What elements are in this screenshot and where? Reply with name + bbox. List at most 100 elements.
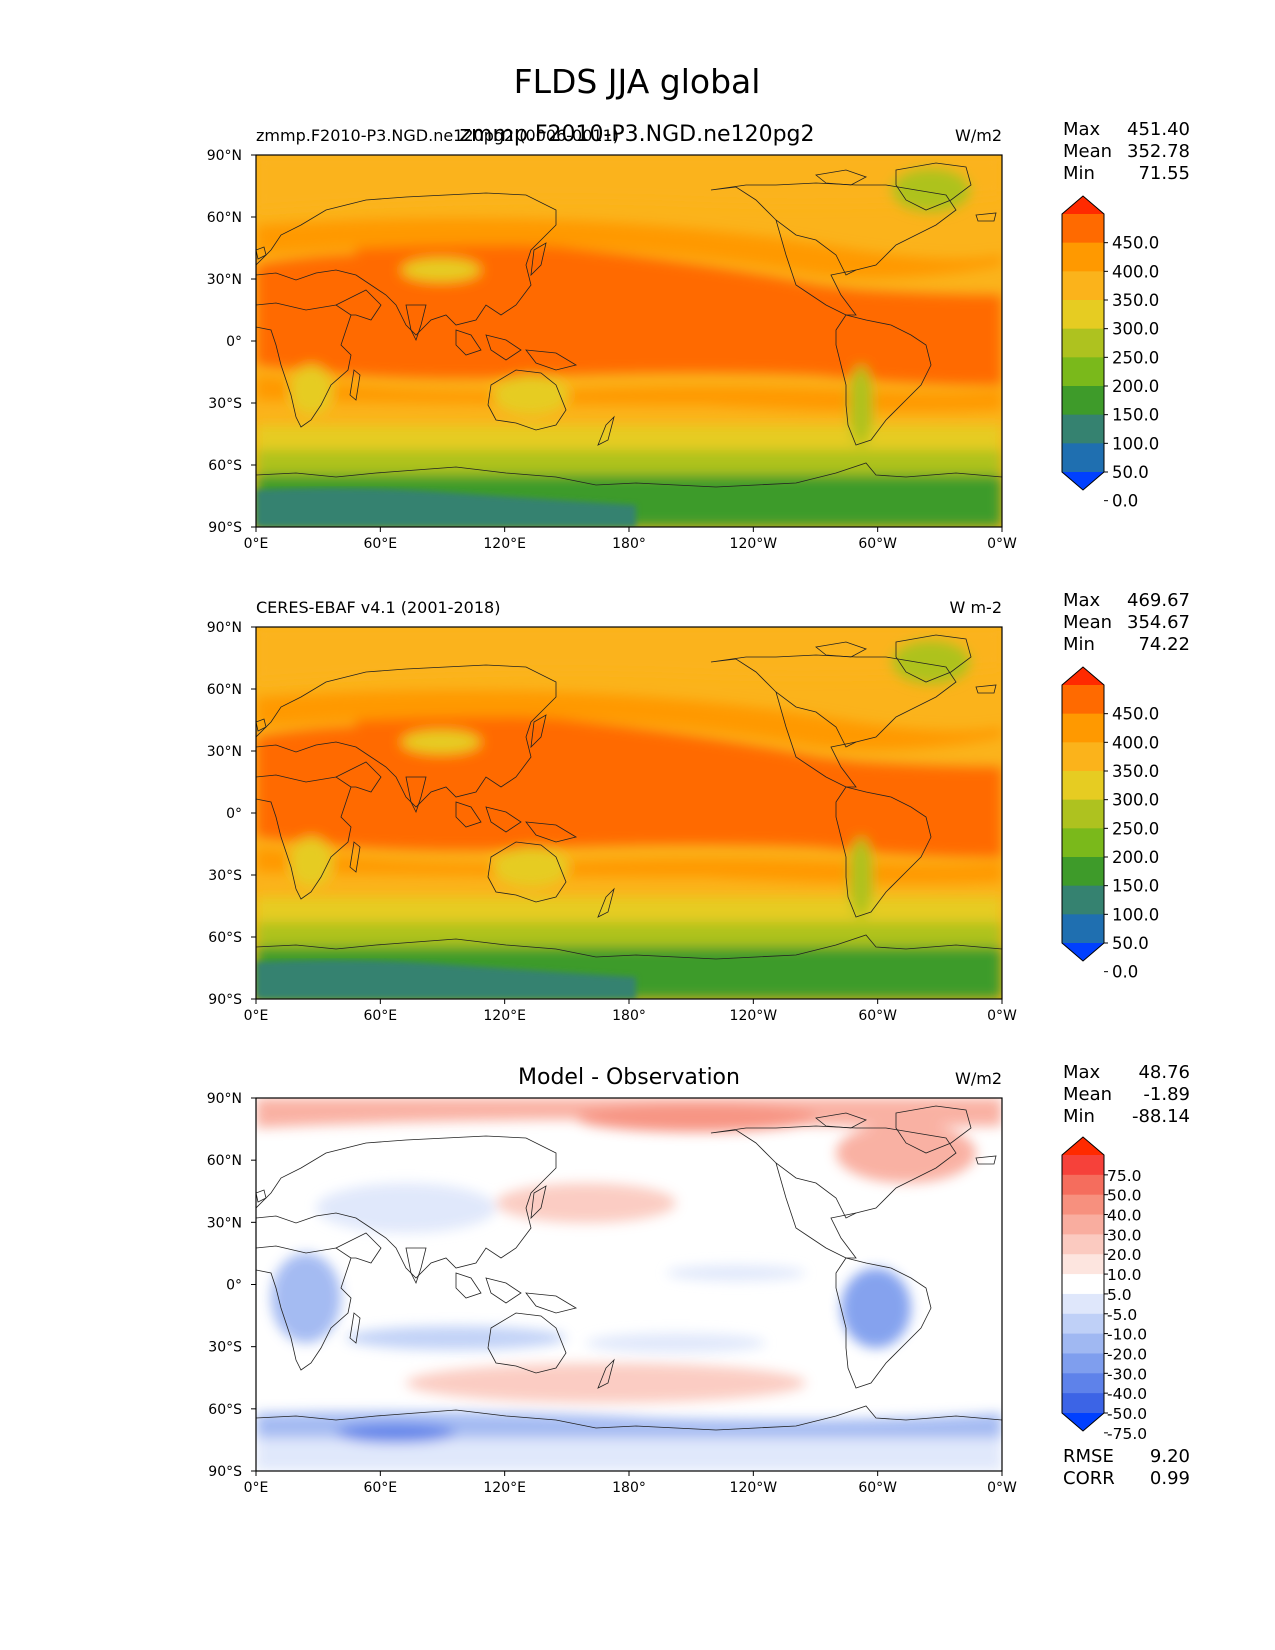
x-tick-label: 60°E (363, 1008, 397, 1024)
colorbar-label: 0.0 (1112, 492, 1138, 511)
x-tick-label: 60°W (858, 536, 897, 552)
colorbar-label: -50.0 (1107, 1405, 1147, 1423)
stat-value: 352.78 (1127, 141, 1190, 162)
colorbar-label: 350.0 (1112, 762, 1159, 781)
colorbar-label: 300.0 (1112, 320, 1159, 339)
stat-label: Max (1063, 1062, 1101, 1083)
x-tick-label: 0°E (244, 536, 269, 552)
colorbar-segment (1062, 1194, 1104, 1216)
colorbar-segment (1062, 1353, 1104, 1374)
colorbar-label: -5.0 (1107, 1306, 1137, 1324)
colorbar-label: 300.0 (1112, 791, 1159, 810)
x-tick-label: 0°E (244, 1008, 269, 1024)
y-tick-label: 60°N (207, 1153, 242, 1169)
stats-block: Max 469.67 Mean 354.67 Min 74.22 (1063, 590, 1190, 655)
colorbar-label: 200.0 (1112, 848, 1159, 867)
colorbar-extension-max (1062, 1137, 1104, 1155)
map-field (256, 1098, 1002, 1471)
colorbar-segment (1062, 1214, 1104, 1235)
stat-value: 469.67 (1127, 590, 1190, 611)
x-tick-label: 180° (612, 1008, 646, 1024)
x-tick-label: 60°E (363, 1480, 397, 1496)
colorbar-segment (1062, 828, 1104, 858)
stat-value: 74.22 (1138, 634, 1190, 655)
y-tick-label: 30°S (208, 1340, 242, 1356)
panel-difference: Model - Observation W/m2 0°E 60°E 120°E 180… (207, 1062, 1190, 1496)
colorbar-segment (1062, 771, 1104, 801)
colorbar-segment (1062, 328, 1104, 358)
colorbar: 450.0 400.0 350.0 300.0 250.0 200.0 150.0 100.0… (1061, 195, 1159, 511)
stat-label: CORR (1063, 1468, 1115, 1489)
colorbar-label: -40.0 (1107, 1385, 1147, 1403)
stat-value: -88.14 (1132, 1106, 1190, 1127)
panel-title-center: Model - Observation (518, 1065, 740, 1090)
colorbar-extension-min (1062, 472, 1104, 490)
y-tick-label: 60°S (208, 1402, 242, 1418)
colorbar-extension-min (1062, 943, 1104, 961)
x-tick-label: 0°E (244, 1480, 269, 1496)
colorbar-extension-min (1062, 1413, 1104, 1431)
y-tick-label: 90°N (207, 1091, 242, 1107)
y-tick-label: 90°S (208, 520, 242, 536)
stat-value: 451.40 (1127, 119, 1190, 140)
panel-title-left: CERES-EBAF v4.1 (2001-2018) (256, 598, 500, 617)
stat-value: 0.99 (1150, 1468, 1190, 1489)
colorbar-label: 40.0 (1107, 1207, 1142, 1225)
x-tick-label: 180° (612, 1480, 646, 1496)
panel-units: W/m2 (955, 126, 1002, 145)
y-tick-label: 0° (226, 334, 242, 350)
stat-label: Mean (1063, 141, 1112, 162)
y-tick-label: 0° (226, 1278, 242, 1294)
stat-label: RMSE (1063, 1446, 1114, 1467)
colorbar-extension-max (1062, 196, 1104, 214)
panel-units: W m-2 (950, 598, 1002, 617)
colorbar-segment (1062, 386, 1104, 416)
panel-units: W/m2 (955, 1069, 1002, 1088)
colorbar-label: 50.0 (1107, 1187, 1142, 1205)
panel-observation: CERES-EBAF v4.1 (2001-2018) W m-2 0°E 60°… (207, 590, 1190, 1024)
stat-label: Max (1063, 590, 1101, 611)
colorbar-segment (1062, 1333, 1104, 1354)
x-tick-label: 0°W (987, 536, 1017, 552)
colorbar-label: 30.0 (1107, 1226, 1142, 1244)
stat-label: Mean (1063, 612, 1112, 633)
x-tick-label: 120°W (730, 1008, 778, 1024)
colorbar-segment (1062, 242, 1104, 272)
colorbar-segment (1062, 414, 1104, 444)
colorbar-label: 350.0 (1112, 291, 1159, 310)
stat-value: 48.76 (1138, 1062, 1190, 1083)
colorbar-segment (1062, 1274, 1104, 1295)
y-tick-label: 90°S (208, 1464, 242, 1480)
colorbar-extension-max (1062, 667, 1104, 685)
colorbar-label: 400.0 (1112, 262, 1159, 281)
colorbar-segment (1062, 914, 1104, 944)
y-tick-label: 30°N (207, 1215, 242, 1231)
x-tick-label: 120°W (730, 1480, 778, 1496)
error-stats: RMSE 9.20 CORR 0.99 (1063, 1446, 1190, 1489)
y-tick-label: 30°N (207, 744, 242, 760)
colorbar-label: 0.0 (1112, 963, 1138, 982)
stats-block: Max 451.40 Mean 352.78 Min 71.55 (1063, 119, 1190, 184)
colorbar-segment (1062, 1155, 1104, 1176)
stat-label: Min (1063, 634, 1095, 655)
colorbar-segment (1062, 1234, 1104, 1255)
colorbar-segment (1062, 713, 1104, 743)
stat-value: -1.89 (1143, 1084, 1190, 1105)
colorbar-segment (1062, 271, 1104, 301)
x-tick-label: 120°W (730, 536, 778, 552)
x-tick-label: 60°W (858, 1008, 897, 1024)
y-tick-label: 30°S (208, 396, 242, 412)
stat-label: Max (1063, 119, 1101, 140)
x-tick-label: 120°E (483, 536, 526, 552)
colorbar-label: 75.0 (1107, 1167, 1142, 1185)
colorbar-label: 100.0 (1112, 905, 1159, 924)
y-tick-label: 90°S (208, 992, 242, 1008)
colorbar-segment (1062, 1293, 1104, 1315)
colorbar-segment (1062, 357, 1104, 387)
colorbar-label: 200.0 (1112, 377, 1159, 396)
colorbar-label: 100.0 (1112, 434, 1159, 453)
y-tick-label: 60°N (207, 210, 242, 226)
figure-title: FLDS JJA global (514, 62, 761, 101)
colorbar-label: 20.0 (1107, 1246, 1142, 1264)
